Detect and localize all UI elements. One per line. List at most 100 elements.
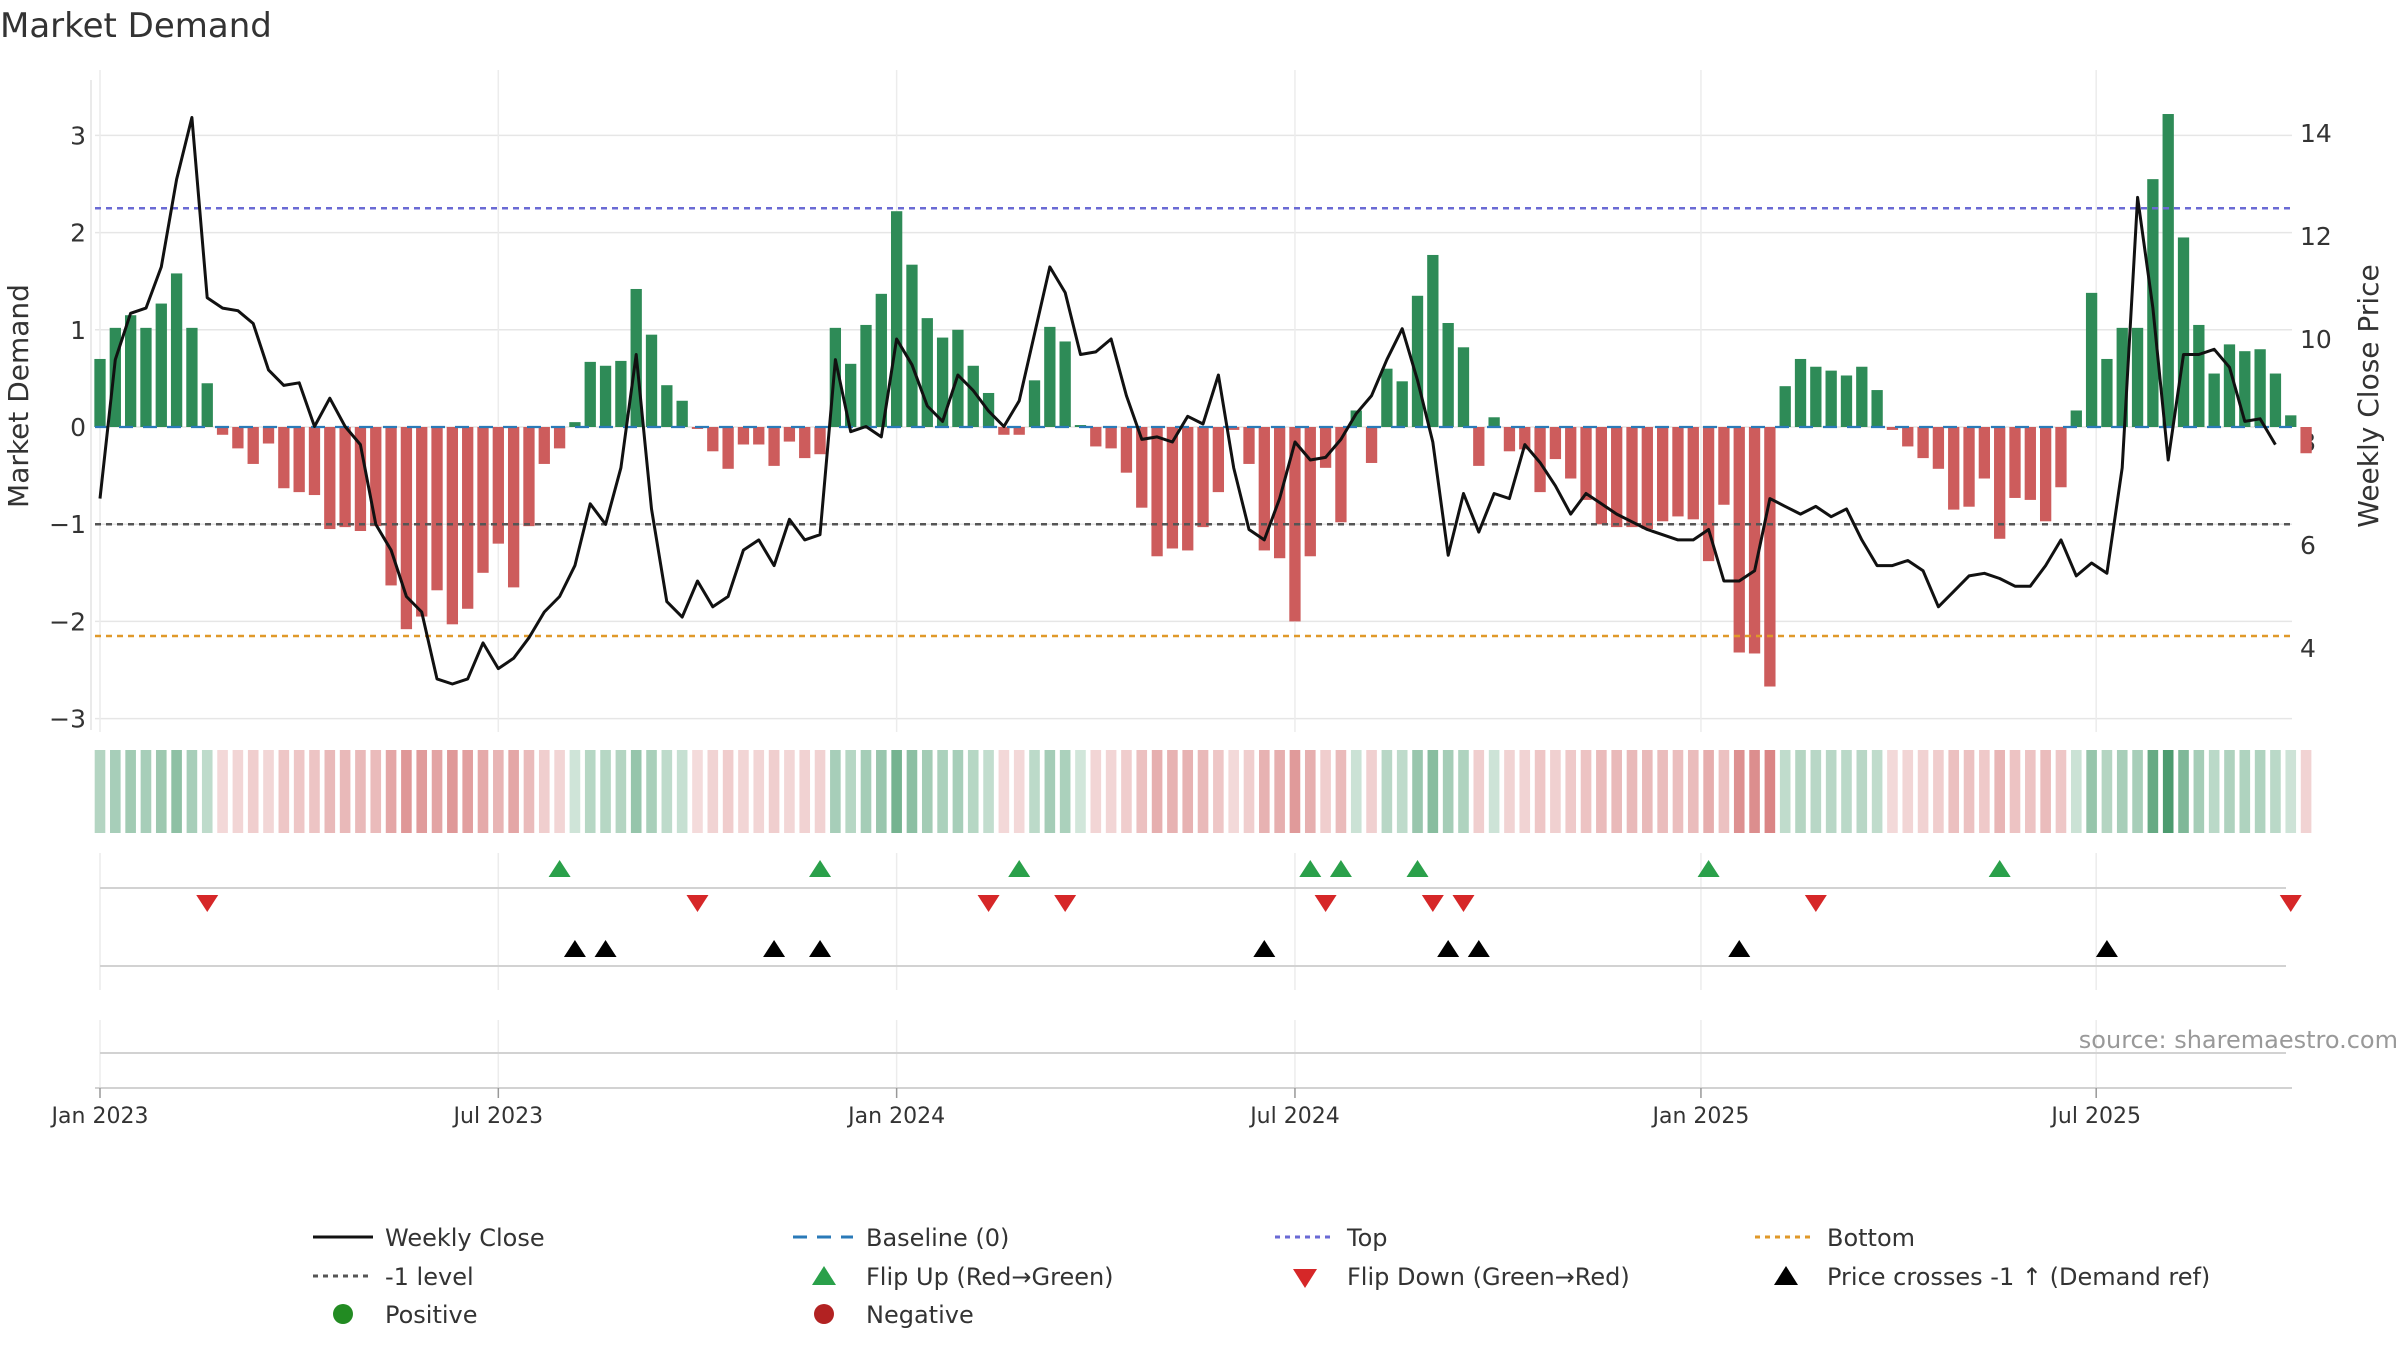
demand-strip-cell xyxy=(2208,750,2220,833)
demand-strip-cell xyxy=(2055,750,2067,833)
demand-strip-cell xyxy=(860,750,872,833)
demand-bar xyxy=(906,264,918,427)
demand-bar xyxy=(1105,427,1117,449)
demand-bar xyxy=(247,427,259,464)
demand-bar xyxy=(1090,427,1102,447)
demand-strip-cell xyxy=(1948,750,1960,833)
demand-bar xyxy=(2070,410,2082,427)
demand-strip-cell xyxy=(1228,750,1239,833)
demand-strip-cell xyxy=(1642,750,1653,833)
demand-strip-cell xyxy=(431,750,443,833)
legend-flip-up-label: Flip Up (Red→Green) xyxy=(866,1263,1114,1291)
demand-strip-cell xyxy=(2254,750,2266,833)
flip-down-marker xyxy=(977,895,1000,912)
demand-strip-cell xyxy=(94,750,106,833)
demand-bar xyxy=(2116,327,2128,427)
demand-bar xyxy=(1549,427,1562,460)
demand-bar xyxy=(2024,427,2036,500)
demand-bar xyxy=(1488,417,1500,427)
demand-strip-cell xyxy=(2025,750,2036,833)
demand-strip-cell xyxy=(1304,750,1316,833)
demand-bar xyxy=(1611,427,1623,528)
demand-bar xyxy=(1473,427,1485,466)
demand-strip-cell xyxy=(1335,750,1347,833)
demand-bar xyxy=(1641,427,1653,530)
demand-strip-cell xyxy=(2162,750,2174,833)
flip-down-marker xyxy=(1314,895,1337,912)
demand-bar xyxy=(1764,427,1776,687)
x-tick-label: Jan 2024 xyxy=(846,1104,945,1129)
source-text: source: sharemaestro.com xyxy=(2079,1026,2398,1054)
demand-strip-cell xyxy=(217,750,228,833)
legend-price-cross-icon xyxy=(1774,1266,1798,1285)
demand-strip-cell xyxy=(569,750,581,833)
demand-strip-cell xyxy=(967,750,979,833)
demand-strip-cell xyxy=(554,750,565,833)
demand-bar xyxy=(1258,427,1270,551)
demand-bar xyxy=(584,361,596,427)
demand-strip-cell xyxy=(140,750,152,833)
legend: Weekly Close Baseline (0) Top Bottom -1 … xyxy=(313,1224,2210,1329)
legend-weekly-close-label: Weekly Close xyxy=(385,1224,545,1252)
y-tick-label: 3 xyxy=(70,121,86,150)
demand-strip-cell xyxy=(1657,750,1668,833)
x-tick-label: Jul 2023 xyxy=(452,1104,544,1129)
demand-strip-cell xyxy=(2270,750,2281,833)
demand-bar xyxy=(2009,427,2021,498)
x-tick-label: Jan 2023 xyxy=(50,1104,149,1129)
demand-bar xyxy=(431,427,443,591)
flip-down-marker xyxy=(1452,895,1475,912)
flip-down-marker xyxy=(1054,895,1077,912)
demand-strip-cell xyxy=(1718,750,1730,833)
demand-strip-cell xyxy=(1795,750,1806,833)
demand-strip-cell xyxy=(1197,750,1209,833)
demand-bar xyxy=(998,427,1010,435)
demand-bar xyxy=(354,427,367,532)
demand-bar xyxy=(829,327,842,427)
demand-strip-cell xyxy=(1596,750,1607,833)
demand-strip-cell xyxy=(110,750,121,833)
demand-strip-cell xyxy=(753,750,765,833)
demand-strip-cell xyxy=(1565,750,1577,833)
legend-flip-down-label: Flip Down (Green→Red) xyxy=(1347,1263,1630,1291)
demand-bar xyxy=(737,427,750,445)
demand-strip-cell xyxy=(1213,750,1224,833)
price-cross-marker xyxy=(1253,940,1276,957)
legend-price-cross-label: Price crosses -1 ↑ (Demand ref) xyxy=(1827,1263,2210,1291)
demand-strip-cell xyxy=(768,750,780,833)
demand-strip-cell xyxy=(1764,750,1776,833)
demand-bar xyxy=(814,427,826,455)
demand-bar xyxy=(1044,326,1056,427)
legend-top-label: Top xyxy=(1346,1224,1388,1252)
chart-title: Market Demand xyxy=(0,6,272,46)
demand-bar xyxy=(1779,386,1791,427)
demand-strip-cell xyxy=(2193,750,2205,833)
demand-strip-cell xyxy=(508,750,519,833)
price-cross-marker xyxy=(1467,940,1490,957)
demand-strip-cell xyxy=(385,750,397,833)
price-cross-marker xyxy=(594,940,617,957)
demand-bar xyxy=(1948,427,1960,510)
demand-strip-cell xyxy=(2086,750,2097,833)
demand-strip-cell xyxy=(1289,750,1301,833)
demand-strip-cell xyxy=(845,750,856,833)
legend-bottom-label: Bottom xyxy=(1827,1224,1915,1252)
demand-strip-cell xyxy=(676,750,688,833)
demand-bar xyxy=(1304,427,1316,557)
demand-strip-cell xyxy=(1994,750,2005,833)
demand-strip-cell xyxy=(584,750,596,833)
flip-up-marker xyxy=(1406,860,1429,877)
price-cross-marker xyxy=(1728,940,1751,957)
demand-strip-cell xyxy=(646,750,657,833)
price-cross-marker xyxy=(809,940,832,957)
flip-down-marker xyxy=(196,895,219,912)
demand-bar xyxy=(339,427,351,528)
demand-strip-cell xyxy=(1167,750,1178,833)
demand-strip-cell xyxy=(1488,750,1500,833)
x-tick-labels: Jan 2023 Jul 2023 Jan 2024 Jul 2024 Jan 2025… xyxy=(50,1088,2141,1129)
demand-strip-cell xyxy=(1090,750,1102,833)
demand-bar xyxy=(1932,427,1945,469)
demand-bar xyxy=(232,427,244,449)
demand-bar xyxy=(1151,427,1163,557)
demand-bar xyxy=(2162,114,2174,428)
